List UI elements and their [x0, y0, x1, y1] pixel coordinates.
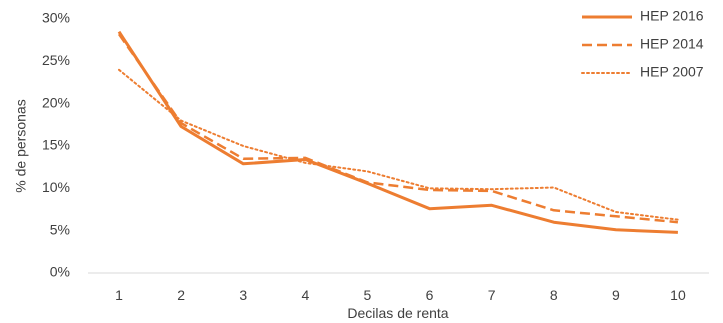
x-tick-labels: 1 2 3 4 5 6 7 8 9 10 [115, 287, 686, 303]
series-line-hep-2007 [118, 68, 679, 221]
legend: HEP 2016 HEP 2014 HEP 2007 [581, 8, 704, 80]
y-tick-label: 15% [42, 137, 70, 153]
y-axis-title: % de personas [13, 99, 29, 192]
legend-label: HEP 2014 [640, 36, 704, 52]
legend-label: HEP 2007 [640, 64, 704, 80]
x-tick-label: 3 [239, 287, 247, 303]
x-tick-label: 10 [670, 287, 686, 303]
x-tick-label: 6 [426, 287, 434, 303]
series-line-hep-2014 [117, 33, 679, 224]
y-tick-label: 30% [42, 10, 70, 26]
x-axis-title: Decilas de renta [347, 305, 448, 321]
y-tick-labels: 0% 5% 10% 15% 20% 25% 30% [42, 10, 70, 280]
y-tick-label: 20% [42, 94, 70, 110]
series-line-hep-2016 [117, 30, 678, 234]
x-tick-label: 7 [488, 287, 496, 303]
x-tick-label: 5 [364, 287, 372, 303]
x-tick-label: 1 [115, 287, 123, 303]
legend-label: HEP 2016 [640, 8, 704, 24]
y-axis-title-group: % de personas [13, 99, 29, 192]
y-tick-label: 0% [50, 264, 70, 280]
y-tick-label: 25% [42, 52, 70, 68]
x-tick-label: 4 [301, 287, 309, 303]
x-tick-label: 9 [612, 287, 620, 303]
x-tick-label: 2 [177, 287, 185, 303]
y-tick-label: 5% [50, 221, 70, 237]
x-tick-label: 8 [550, 287, 558, 303]
y-tick-label: 10% [42, 179, 70, 195]
series-lines [117, 30, 679, 234]
